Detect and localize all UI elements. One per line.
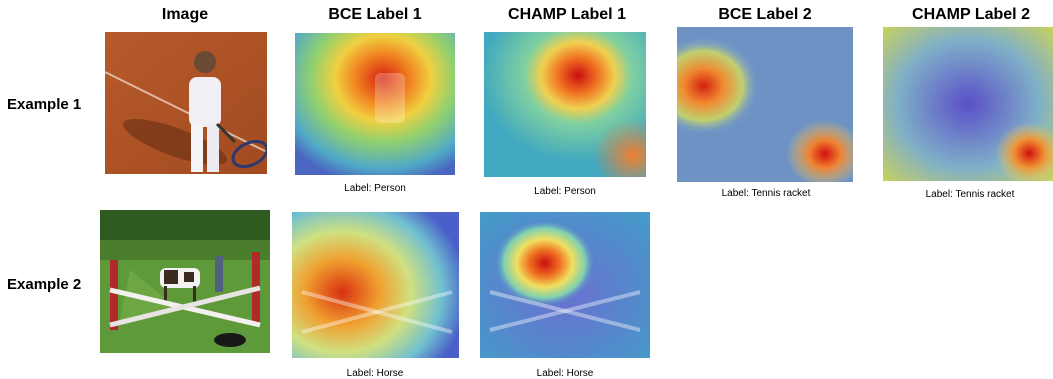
example-2-champ-label-1-heatmap bbox=[480, 212, 650, 358]
example-2-original-image bbox=[100, 210, 270, 353]
example-2-bce-label-1-caption: Label: Horse bbox=[346, 368, 404, 379]
row-header-example-1: Example 1 bbox=[7, 96, 82, 113]
example-1-champ-label-1-caption: Label: Person bbox=[534, 186, 596, 197]
column-header-champ-label-2: CHAMP Label 2 bbox=[912, 6, 1030, 23]
example-2-bce-label-1-heatmap bbox=[292, 212, 459, 358]
example-2-champ-label-1-caption: Label: Horse bbox=[536, 368, 594, 379]
column-header-bce-label-1: BCE Label 1 bbox=[328, 6, 422, 23]
column-header-image: Image bbox=[161, 6, 209, 23]
example-1-bce-label-2-caption: Label: Tennis racket bbox=[721, 188, 811, 199]
example-1-bce-label-1-caption: Label: Person bbox=[344, 183, 406, 194]
example-1-champ-label-2-caption: Label: Tennis racket bbox=[925, 189, 1015, 200]
column-header-bce-label-2: BCE Label 2 bbox=[718, 6, 812, 23]
row-header-example-2: Example 2 bbox=[7, 276, 82, 293]
example-1-champ-label-2-heatmap bbox=[883, 27, 1053, 181]
example-1-bce-label-1-heatmap bbox=[295, 33, 455, 175]
example-1-champ-label-1-heatmap bbox=[484, 32, 646, 177]
column-header-champ-label-1: CHAMP Label 1 bbox=[508, 6, 626, 23]
example-1-bce-label-2-heatmap bbox=[677, 27, 853, 182]
example-1-original-image bbox=[105, 32, 267, 174]
